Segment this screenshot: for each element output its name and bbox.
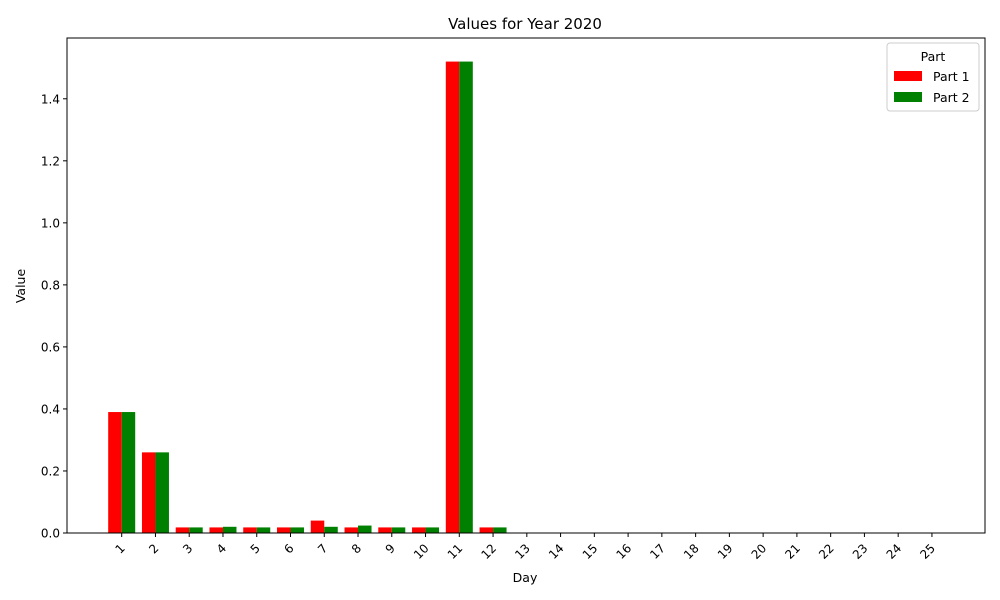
x-tick-label: 17 bbox=[647, 541, 668, 562]
legend-swatch-part-2 bbox=[894, 92, 922, 102]
x-axis-ticks: 1 2 3 4 5 6 7 8 9 10 11 12 13 14 15 16 17 18 19 20 21 22 23 24 2… bbox=[113, 533, 938, 562]
bar-part-1-day-3 bbox=[175, 527, 190, 533]
y-tick-label: 1.4 bbox=[41, 92, 60, 106]
bar-part-2-day-6 bbox=[290, 527, 304, 533]
bar-part-2-day-1 bbox=[121, 412, 136, 533]
bar-part-2-day-7 bbox=[324, 526, 338, 533]
x-tick-label: 4 bbox=[214, 541, 229, 556]
x-tick-label: 11 bbox=[445, 541, 466, 562]
bar-part-1-day-5 bbox=[243, 527, 257, 533]
y-tick-label: 0.2 bbox=[41, 464, 60, 478]
bar-part-2-day-4 bbox=[222, 526, 237, 533]
bar-part-2-day-8 bbox=[358, 525, 372, 533]
bar-part-1-day-12 bbox=[479, 527, 494, 533]
bar-part-1-day-1 bbox=[108, 412, 122, 533]
bar-part-1-day-2 bbox=[141, 452, 156, 533]
x-tick-label: 13 bbox=[512, 541, 533, 562]
x-tick-label: 25 bbox=[917, 541, 938, 562]
x-tick-label: 3 bbox=[180, 541, 195, 556]
legend-label-part-2: Part 2 bbox=[933, 90, 970, 105]
legend-title: Part bbox=[921, 49, 946, 64]
x-tick-label: 6 bbox=[281, 541, 296, 556]
x-tick-label: 14 bbox=[546, 541, 567, 562]
x-tick-label: 8 bbox=[349, 541, 364, 556]
y-tick-label: 1.0 bbox=[41, 216, 60, 230]
y-tick-label: 1.2 bbox=[41, 154, 60, 168]
bar-part-2-day-10 bbox=[425, 527, 440, 533]
x-axis-title: Day bbox=[513, 570, 538, 585]
bar-part-2-day-12 bbox=[493, 527, 507, 533]
bar-part-2-day-2 bbox=[155, 452, 169, 533]
bar-part-1-day-10 bbox=[412, 527, 426, 533]
bar-part-2-day-9 bbox=[391, 527, 406, 533]
bar-part-1-day-9 bbox=[378, 527, 392, 533]
bar-part-1-day-6 bbox=[277, 527, 291, 533]
y-tick-label: 0.6 bbox=[41, 340, 60, 354]
x-tick-label: 12 bbox=[478, 541, 499, 562]
y-axis-title: Value bbox=[13, 269, 28, 304]
x-tick-label: 9 bbox=[383, 541, 398, 556]
bar-part-1-day-4 bbox=[209, 527, 223, 533]
x-tick-label: 20 bbox=[749, 541, 770, 562]
bar-part-2-day-5 bbox=[256, 527, 271, 533]
legend: Part Part 1 Part 2 bbox=[886, 42, 980, 112]
bar-part-1-day-8 bbox=[344, 527, 359, 533]
y-axis-ticks: 0.0 0.2 0.4 0.6 0.8 1.0 1.2 1.4 bbox=[41, 92, 67, 541]
x-tick-label: 5 bbox=[248, 541, 263, 556]
legend-label-part-1: Part 1 bbox=[933, 69, 970, 84]
legend-swatch-part-1 bbox=[894, 71, 922, 81]
x-tick-label: 19 bbox=[715, 541, 736, 562]
chart-title: Values for Year 2020 bbox=[448, 15, 602, 33]
y-tick-label: 0.4 bbox=[41, 402, 60, 416]
x-tick-label: 23 bbox=[850, 541, 871, 562]
x-tick-label: 24 bbox=[884, 541, 905, 562]
plot-frame bbox=[66, 37, 986, 534]
x-tick-label: 15 bbox=[580, 541, 601, 562]
x-tick-label: 22 bbox=[816, 541, 837, 562]
bars-group bbox=[108, 61, 507, 533]
x-tick-label: 2 bbox=[146, 541, 161, 556]
x-tick-label: 1 bbox=[113, 541, 128, 556]
x-tick-label: 7 bbox=[315, 541, 330, 556]
bar-part-2-day-11 bbox=[459, 61, 473, 533]
y-tick-label: 0.8 bbox=[41, 278, 60, 292]
x-tick-label: 16 bbox=[614, 541, 635, 562]
bar-part-1-day-7 bbox=[310, 520, 325, 533]
x-tick-label: 18 bbox=[681, 541, 702, 562]
x-tick-label: 10 bbox=[411, 541, 432, 562]
y-tick-label: 0.0 bbox=[41, 527, 60, 541]
bar-part-1-day-11 bbox=[445, 61, 460, 533]
bar-part-2-day-3 bbox=[189, 527, 203, 533]
x-tick-label: 21 bbox=[782, 541, 803, 562]
